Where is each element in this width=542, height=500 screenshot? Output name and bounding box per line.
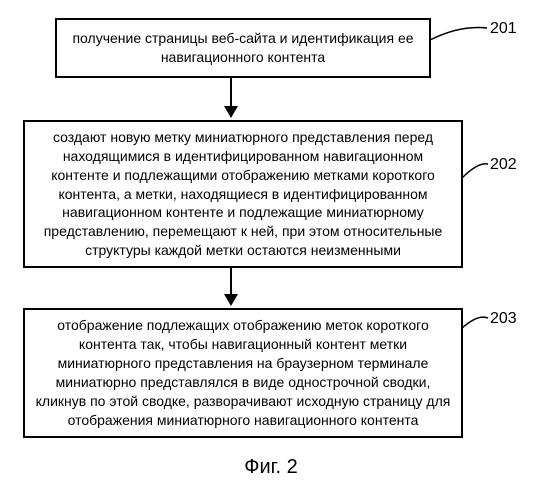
step-3-ref-label: 203	[490, 310, 517, 328]
figure-caption: Фиг. 2	[244, 456, 297, 479]
arrow-1-head	[224, 106, 238, 118]
arrow-1-line	[230, 78, 232, 108]
step-2-text: создают новую метку миниатюрного предста…	[35, 128, 451, 260]
flowchart-step-3: отображение подлежащих отображению меток…	[23, 308, 463, 438]
step-1-text: получение страницы веб-сайта и идентифик…	[67, 29, 419, 67]
arrow-2-line	[230, 268, 232, 296]
flowchart-step-2: создают новую метку миниатюрного предста…	[23, 120, 463, 268]
flowchart-step-1: получение страницы веб-сайта и идентифик…	[55, 18, 431, 78]
step-3-text: отображение подлежащих отображению меток…	[35, 316, 451, 429]
step-1-ref-label: 201	[490, 20, 517, 38]
arrow-2-head	[224, 294, 238, 306]
step-2-ref-label: 202	[490, 156, 517, 174]
